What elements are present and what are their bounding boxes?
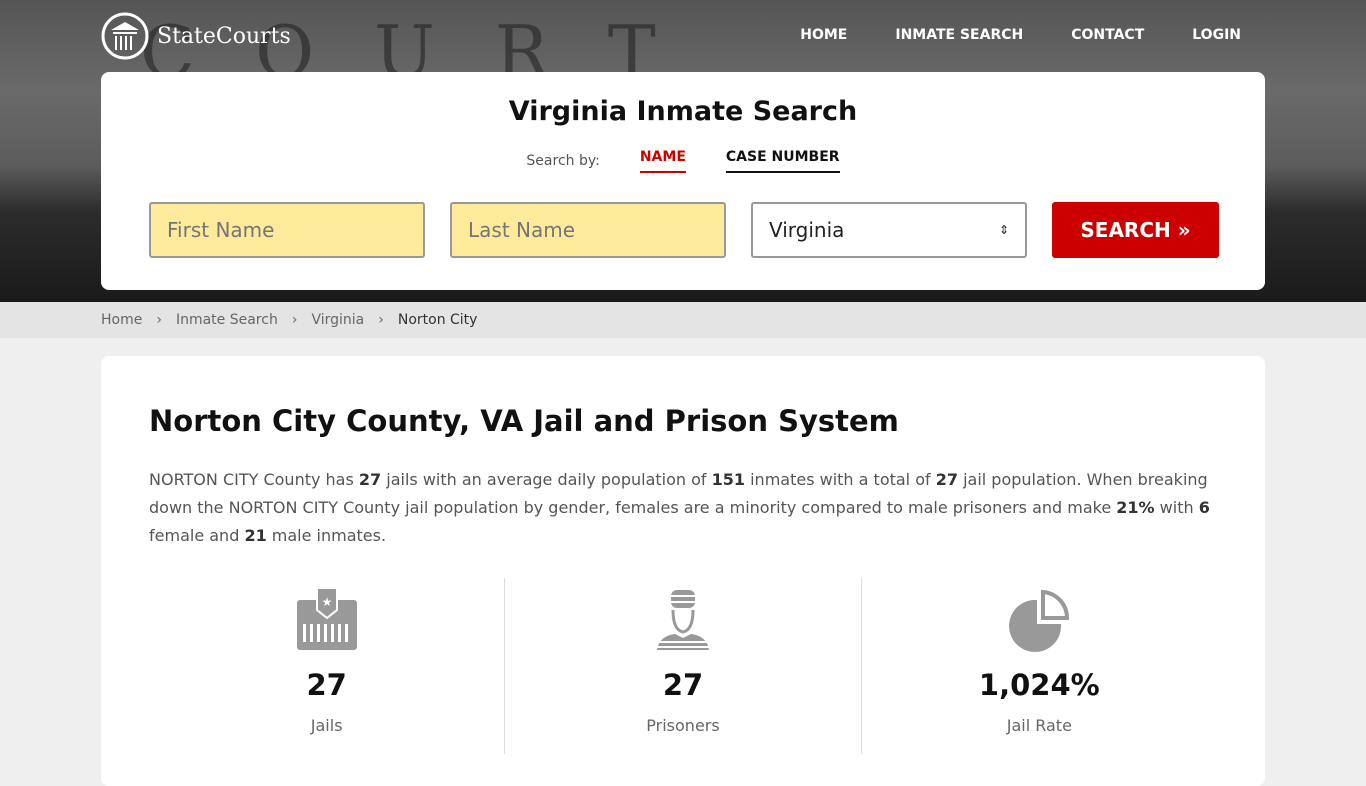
page-title: Norton City County, VA Jail and Prison S… [149, 404, 899, 438]
brand-name: StateCourts [157, 23, 291, 49]
stat-label: Jails [310, 716, 343, 735]
tab-case-number[interactable]: CASE NUMBER [725, 149, 840, 173]
search-by-label: Search by: [526, 153, 600, 169]
chevron-right-icon: › [378, 312, 384, 328]
tab-name[interactable]: NAME [639, 149, 686, 173]
stat-jails: ★ 27 Jails [149, 578, 506, 754]
select-arrows-icon: ⇕ [998, 223, 1009, 237]
stat-value: 27 [306, 668, 347, 702]
breadcrumb-home[interactable]: Home [101, 312, 143, 328]
summary-paragraph: NORTON CITY County has 27 jails with an … [149, 470, 1210, 545]
stat-value: 1,024% [978, 668, 1100, 702]
search-button[interactable]: SEARCH » [1052, 202, 1219, 258]
stat-label: Prisoners [646, 716, 720, 735]
last-name-input[interactable] [450, 202, 726, 258]
stat-label: Jail Rate [1006, 716, 1072, 735]
hero-banner: COURT HOUSE StateCourts HOME INMATE SEAR… [0, 0, 1366, 302]
main-nav: HOME INMATE SEARCH CONTACT LOGIN [800, 27, 1241, 43]
state-select[interactable]: Virginia ⇕ [751, 202, 1027, 258]
jail-icon: ★ [296, 587, 357, 650]
search-title: Virginia Inmate Search [508, 96, 858, 127]
logo[interactable]: StateCourts [101, 12, 291, 60]
first-name-input[interactable] [149, 202, 425, 258]
chevron-right-icon: › [291, 312, 298, 328]
breadcrumb-virginia[interactable]: Virginia [311, 312, 365, 328]
nav-inmate-search[interactable]: INMATE SEARCH [895, 27, 1024, 43]
nav-contact[interactable]: CONTACT [1071, 27, 1145, 43]
breadcrumb: Home › Inmate Search › Virginia › Norton Ci… [0, 302, 1366, 338]
search-card: Virginia Inmate Search Search by: NAME C… [101, 72, 1265, 290]
content-card: Norton City County, VA Jail and Prison S… [101, 356, 1265, 786]
breadcrumb-current: Norton City [397, 312, 478, 328]
svg-text:★: ★ [321, 595, 332, 609]
state-select-value: Virginia [769, 218, 845, 242]
prisoner-icon [656, 590, 709, 650]
pie-chart-icon [1009, 589, 1070, 652]
stat-value: 27 [662, 668, 704, 702]
nav-home[interactable]: HOME [800, 27, 848, 43]
nav-login[interactable]: LOGIN [1192, 27, 1241, 43]
stat-jail-rate: 1,024% Jail Rate [862, 578, 1217, 754]
breadcrumb-inmate-search[interactable]: Inmate Search [175, 312, 278, 328]
stat-prisoners: 27 Prisoners [505, 578, 862, 754]
chevron-right-icon: › [156, 312, 162, 328]
courthouse-logo-icon [101, 12, 149, 60]
